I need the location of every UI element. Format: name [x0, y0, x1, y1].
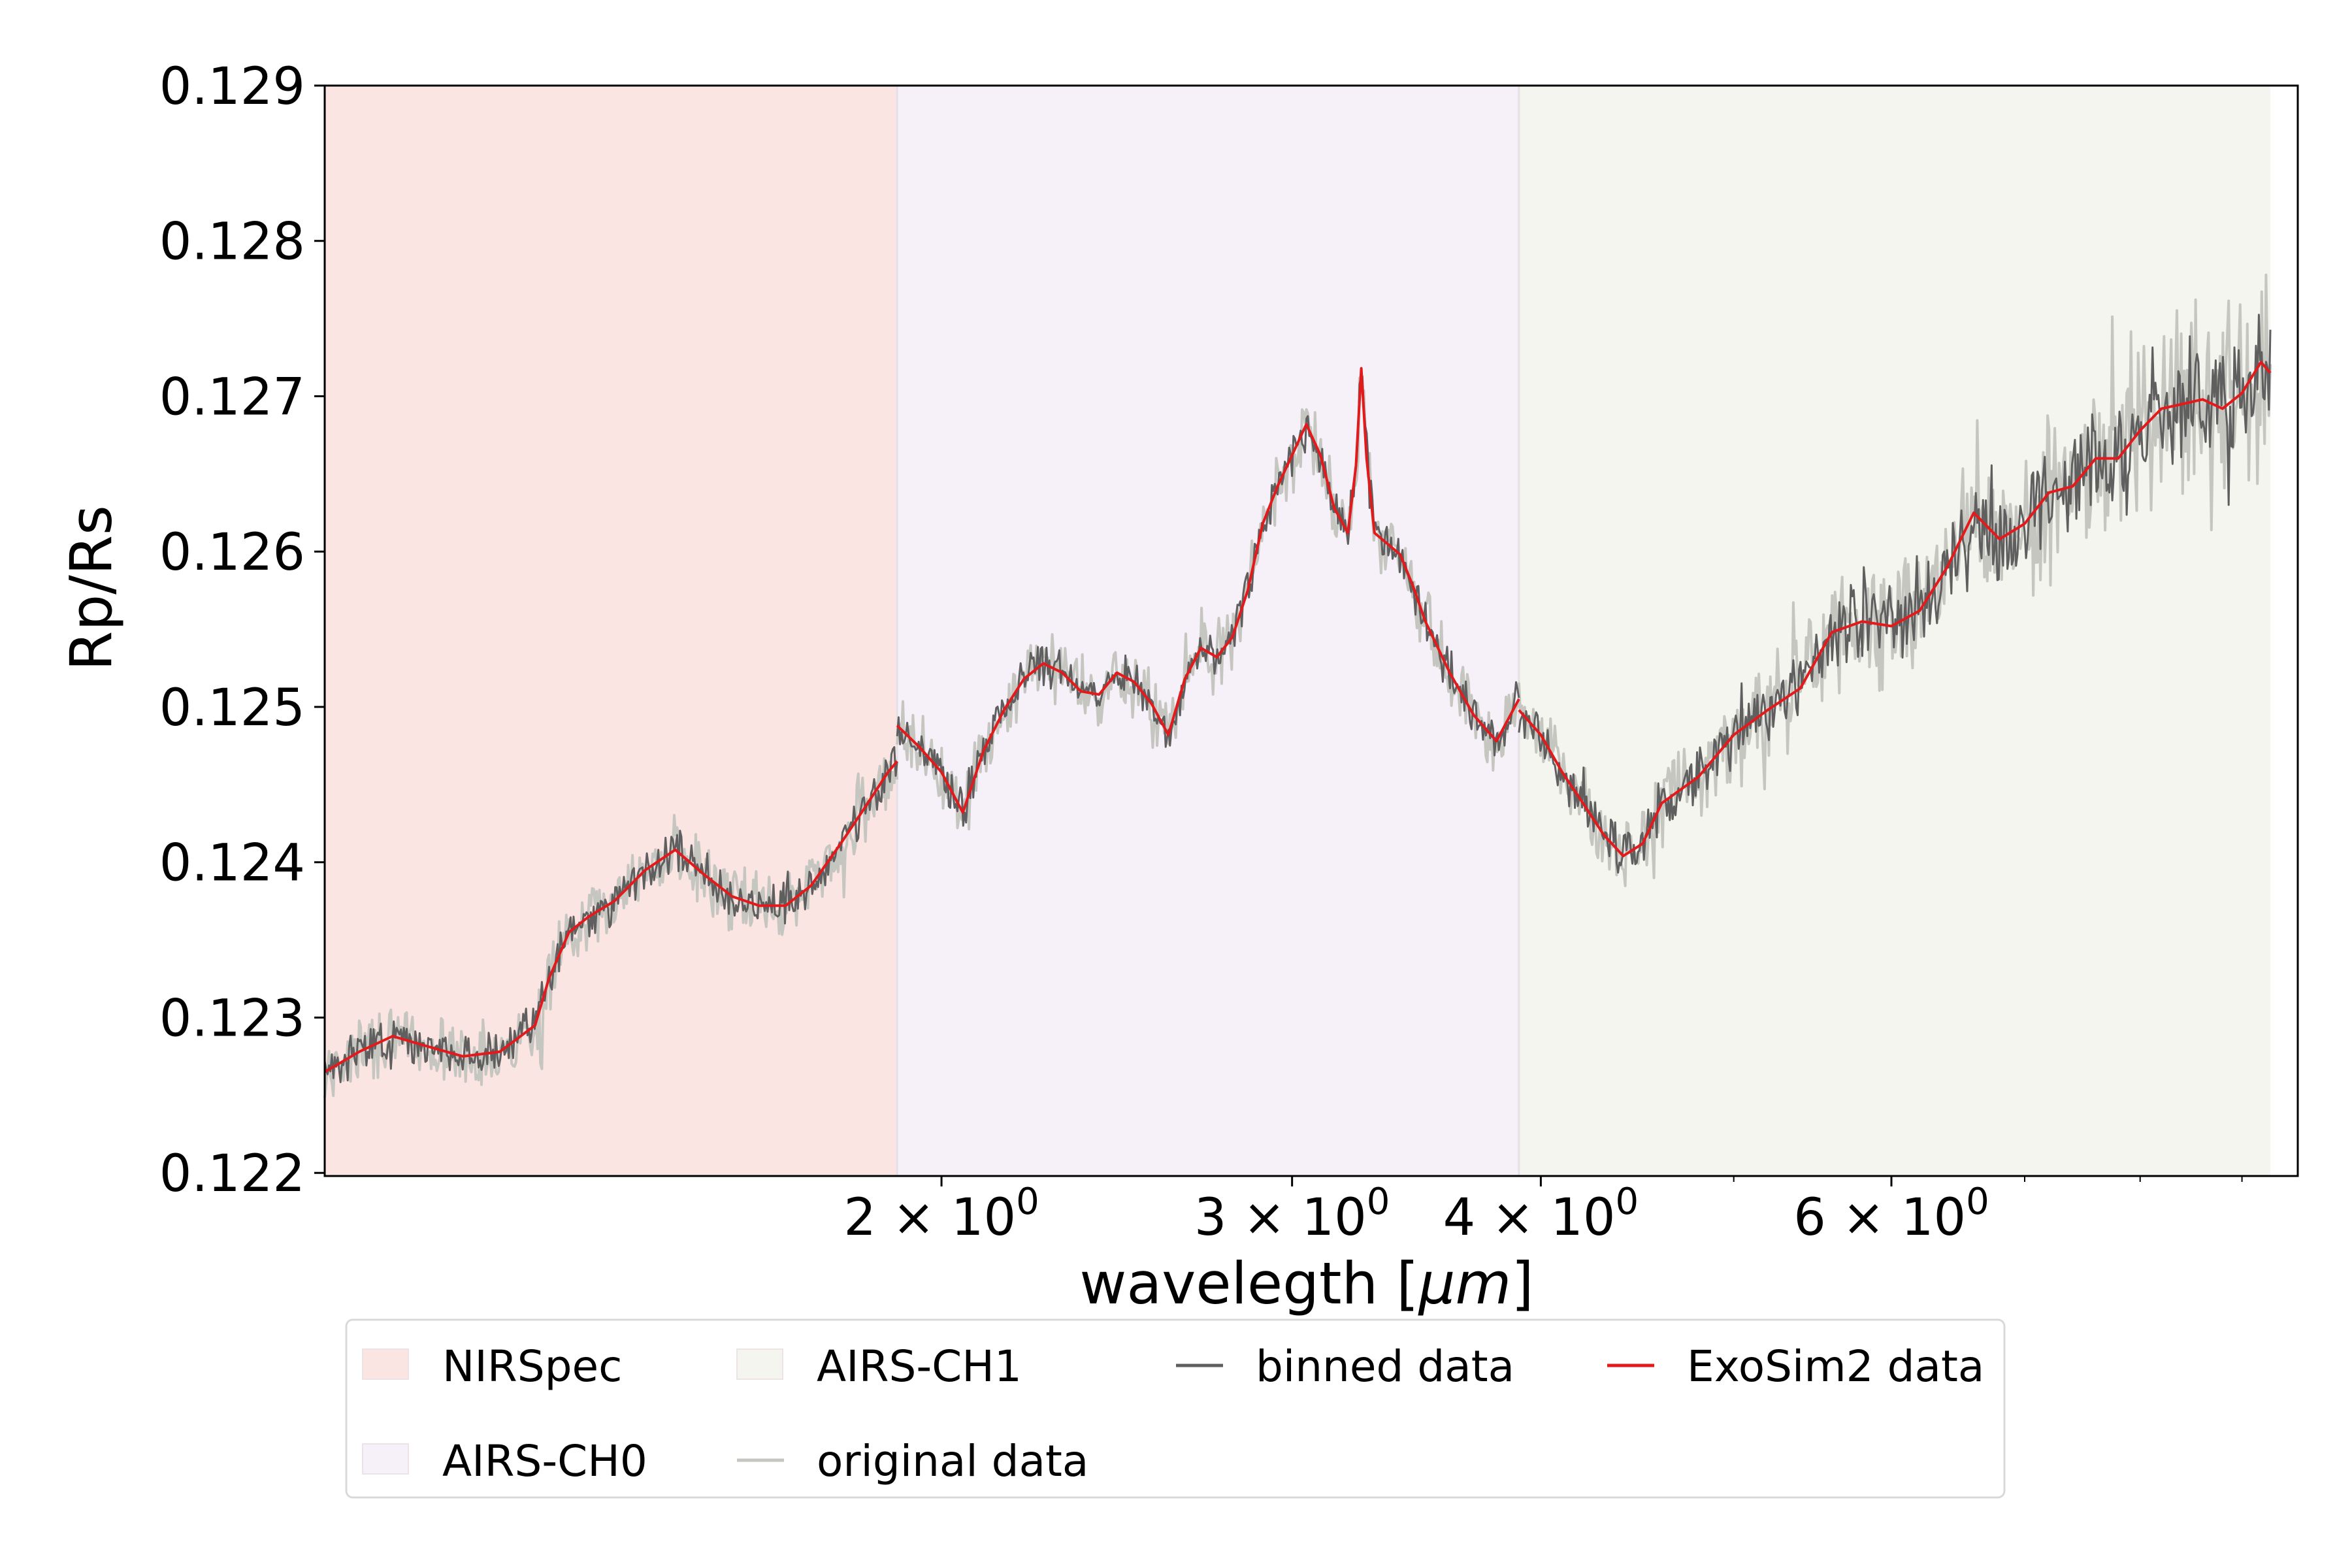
y-axis-label: Rp/Rs: [57, 505, 125, 671]
y-tick-label: 0.128: [159, 213, 305, 272]
y-tick-label: 0.126: [159, 523, 305, 582]
legend-swatch: [362, 1348, 409, 1380]
data-series: [323, 273, 2272, 1098]
plot-frame: [323, 84, 2299, 1177]
y-tick-label: 0.123: [159, 989, 305, 1048]
y-tick-label: 0.124: [159, 834, 305, 893]
series-exosim2-data-segment-2: [896, 367, 1520, 814]
legend-label: AIRS-CH1: [817, 1341, 1022, 1392]
y-tick-label: 0.127: [159, 368, 305, 427]
x-axis: 2 × 100 3 × 100 4 × 100 6 × 100: [843, 1176, 2243, 1247]
y-tick-label: 0.122: [159, 1145, 305, 1203]
y-tick-label: 0.125: [159, 679, 305, 738]
x-axis-label-suffix: ]: [1511, 1250, 1533, 1317]
legend-label: binned data: [1256, 1341, 1514, 1392]
legend-label: NIRSpec: [442, 1341, 622, 1392]
x-tick-label: 2 × 100: [843, 1181, 1039, 1247]
series-exosim2-data-segment-1: [323, 760, 898, 1073]
x-axis-label-prefix: wavelegth [: [1079, 1250, 1418, 1317]
x-tick-label: 6 × 100: [1793, 1181, 1989, 1247]
legend: NIRSpec AIRS-CH1 binned data ExoSim2 data AI…: [345, 1318, 2006, 1499]
legend-label: original data: [817, 1436, 1088, 1486]
legend-label: AIRS-CH0: [442, 1436, 647, 1486]
instrument-regions: [325, 86, 2270, 1176]
legend-label: ExoSim2 data: [1687, 1341, 1984, 1392]
x-tick-label: 4 × 100: [1443, 1181, 1639, 1247]
region-airs-ch0: [897, 86, 1519, 1176]
y-axis: 0.122 0.123 0.124 0.125 0.126 0.127 0.128 0.129: [159, 57, 325, 1203]
region-nirspec: [325, 86, 898, 1176]
x-axis-label: wavelegth [μm]: [1079, 1250, 1533, 1317]
legend-swatch: [362, 1443, 409, 1475]
series-exosim2-data-segment-3: [1518, 361, 2272, 858]
legend-swatch: [736, 1348, 783, 1380]
y-tick-label: 0.129: [159, 57, 305, 116]
x-tick-label: 3 × 100: [1194, 1181, 1390, 1247]
x-axis-label-unit: μm: [1418, 1250, 1512, 1317]
